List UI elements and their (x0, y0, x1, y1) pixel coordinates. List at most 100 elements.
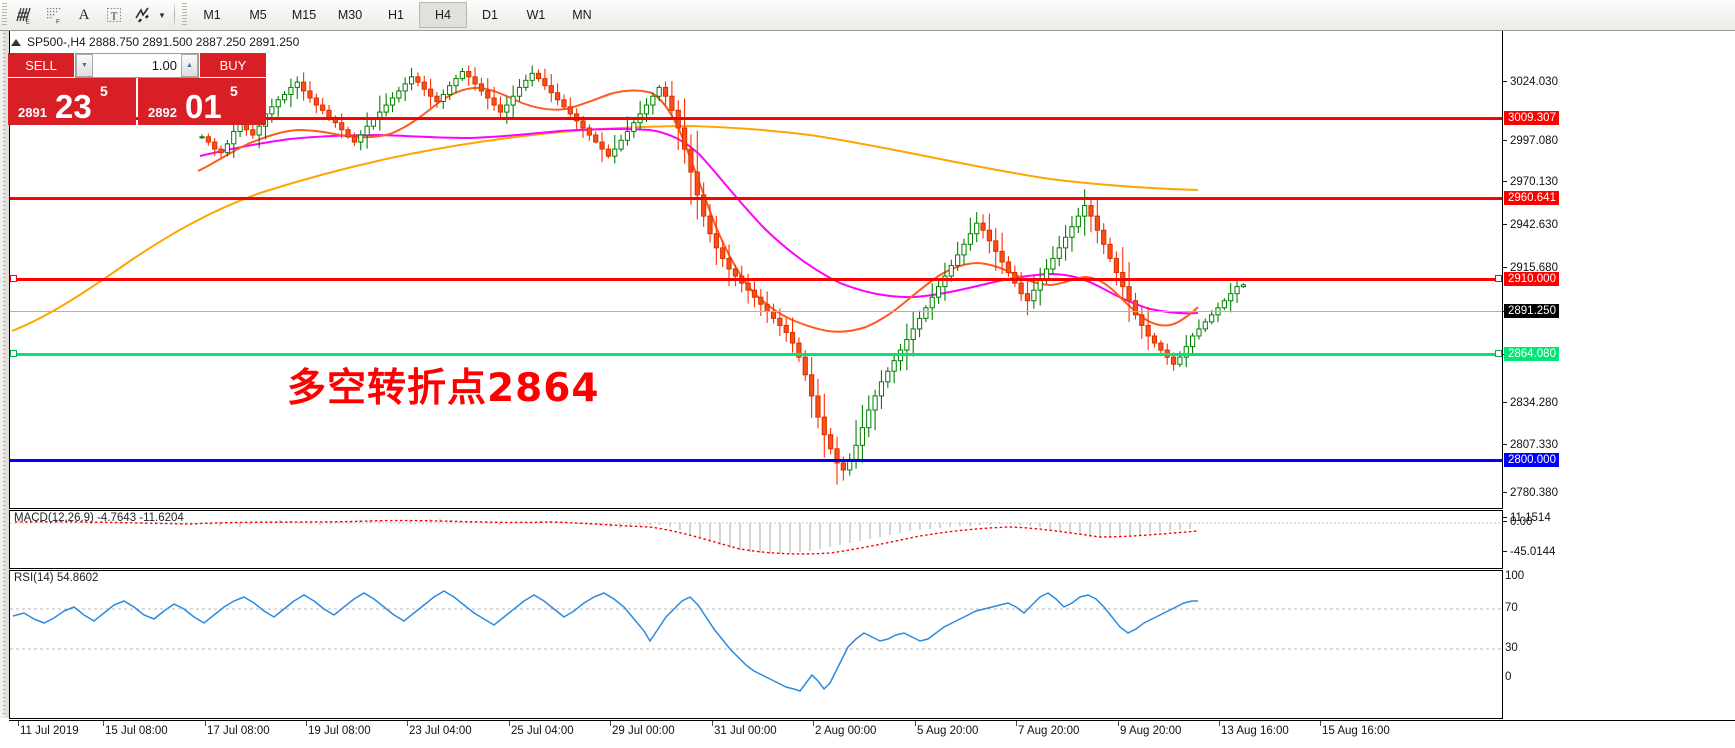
resistance-2910-anchor-right[interactable] (1495, 275, 1502, 282)
candle-bearish (986, 229, 992, 242)
candle-bearish (1107, 243, 1113, 259)
objects-icon[interactable] (129, 1, 155, 29)
time-tick (205, 721, 206, 726)
resistance-line-3009[interactable] (10, 117, 1502, 120)
resistance-line-2960[interactable] (10, 197, 1502, 200)
buy-price-fraction: 5 (230, 83, 238, 99)
time-label: 11 Jul 2019 (20, 725, 79, 737)
candle-bearish (732, 268, 738, 277)
svg-text:F: F (56, 19, 60, 26)
toolbar-grip[interactable] (2, 3, 7, 27)
candle-bearish (1018, 282, 1024, 295)
svg-text:T: T (111, 11, 118, 23)
timeframe-m15[interactable]: M15 (291, 8, 317, 22)
candle-bearish (1145, 324, 1151, 337)
macd-tick: 11.1514 (1503, 512, 1551, 524)
volume-value[interactable]: 1.00 (151, 58, 177, 73)
collapse-triangle-icon[interactable] (11, 38, 21, 46)
resistance-2960-label[interactable]: 2960.641 (1504, 191, 1559, 205)
sell-button[interactable]: SELL (8, 53, 74, 78)
time-label: 5 Aug 20:00 (917, 725, 979, 737)
support-line-2800[interactable] (10, 459, 1502, 462)
candle-bullish (1196, 328, 1202, 337)
timeframe-m5[interactable]: M5 (249, 8, 267, 22)
timeframe-m30[interactable]: M30 (337, 8, 363, 22)
support-2864-anchor-left[interactable] (10, 350, 17, 357)
candle-bearish (301, 81, 307, 92)
timeframe-h1[interactable]: H1 (388, 8, 404, 22)
price-tick: 2915.680 (1503, 262, 1558, 274)
text-tool-glyph: A (78, 6, 90, 23)
candle-bullish (866, 409, 872, 429)
candle-bearish (815, 395, 821, 418)
candle-bearish (662, 86, 669, 97)
time-scale[interactable]: 11 Jul 2019 15 Jul 08:00 17 Jul 08:00 19 Ju… (9, 720, 1735, 748)
candle-bearish (1151, 335, 1158, 344)
time-tick (18, 721, 19, 726)
resistance-2910-anchor-left[interactable] (10, 275, 17, 282)
main-toolbar: E F A T (0, 0, 1735, 31)
rsi-tick: 100 (1505, 570, 1525, 582)
timeframe-grip[interactable] (182, 3, 187, 27)
current-price-label[interactable]: 2891.250 (1504, 304, 1559, 318)
rsi-tick: 70 (1505, 602, 1518, 614)
time-tick (712, 721, 713, 726)
text-tool-icon[interactable]: A (69, 1, 99, 29)
rsi-pane[interactable]: RSI(14) 54.8602 (9, 570, 1503, 719)
price-pane[interactable]: 多空转折点2864 (9, 31, 1503, 509)
macd-pane[interactable]: MACD(12,26,9) -4.7643 -11.6204 (9, 510, 1503, 569)
candle-bearish (999, 250, 1005, 263)
candle-bearish (840, 462, 846, 471)
candle-bearish (555, 92, 561, 101)
resistance-line-2910[interactable] (10, 278, 1502, 281)
candle-bearish (1158, 342, 1164, 351)
price-tick: 2942.630 (1503, 219, 1558, 231)
support-2800-label[interactable]: 2800.000 (1504, 453, 1559, 467)
timeframe-w1[interactable]: W1 (526, 8, 546, 22)
candle-bearish (745, 282, 751, 291)
candle-bullish (885, 370, 891, 383)
candle-bearish (542, 78, 548, 87)
timeframe-mn[interactable]: MN (572, 8, 592, 22)
one-click-trading-panel[interactable]: SELL ▼ 1.00 ▲ BUY 2891 23 5 (8, 53, 266, 125)
objects-dropdown-icon[interactable]: ▼ (155, 1, 169, 29)
candle-bearish (1132, 300, 1139, 316)
rsi-tick: 0 (1505, 671, 1512, 683)
resistance-2910-label[interactable]: 2910.000 (1504, 272, 1559, 286)
candle-bullish (1063, 236, 1069, 249)
buy-button[interactable]: BUY (200, 53, 266, 78)
rsi-tick: 30 (1505, 642, 1518, 654)
support-2864-label[interactable]: 2864.080 (1504, 347, 1559, 361)
periodicity-icon[interactable]: F (39, 1, 69, 29)
candle-bullish (618, 139, 624, 150)
candle-bearish (1024, 293, 1031, 302)
candle-bearish (796, 342, 802, 358)
volume-decrement-button[interactable]: ▼ (76, 54, 93, 77)
ohlc-candles (199, 65, 1247, 485)
sell-price-box[interactable]: 2891 23 5 (8, 78, 136, 125)
candle-bullish (1221, 300, 1227, 309)
buy-price-box[interactable]: 2892 01 5 (138, 78, 266, 125)
time-tick (1016, 721, 1017, 726)
price-scale[interactable]: 3024.030 2997.080 2970.130 2942.630 2915.680… (1503, 31, 1735, 719)
candle-bullish (396, 90, 402, 99)
candle-bullish (1037, 279, 1043, 291)
support-line-2864[interactable] (10, 353, 1502, 356)
timeframe-m1[interactable]: M1 (203, 8, 221, 22)
timeframe-d1[interactable]: D1 (482, 8, 498, 22)
volume-input-group[interactable]: ▼ 1.00 ▲ (75, 53, 199, 78)
timeframe-h4[interactable]: H4 (419, 2, 467, 28)
support-2864-anchor-right[interactable] (1495, 350, 1502, 357)
text-label-icon[interactable]: T (99, 1, 129, 29)
candle-bearish (802, 356, 808, 376)
chevron-down-icon: ▼ (81, 62, 88, 69)
resistance-3009-label[interactable]: 3009.307 (1504, 111, 1559, 125)
candle-bearish (701, 194, 707, 217)
time-tick (306, 721, 307, 726)
volume-increment-button[interactable]: ▲ (181, 54, 198, 77)
candle-bearish (586, 127, 592, 136)
candle-bearish (688, 148, 694, 173)
candle-bearish (1012, 272, 1018, 284)
chart-annotation-text[interactable]: 多空转折点2864 (287, 366, 600, 411)
indicators-icon[interactable]: E (9, 1, 39, 29)
